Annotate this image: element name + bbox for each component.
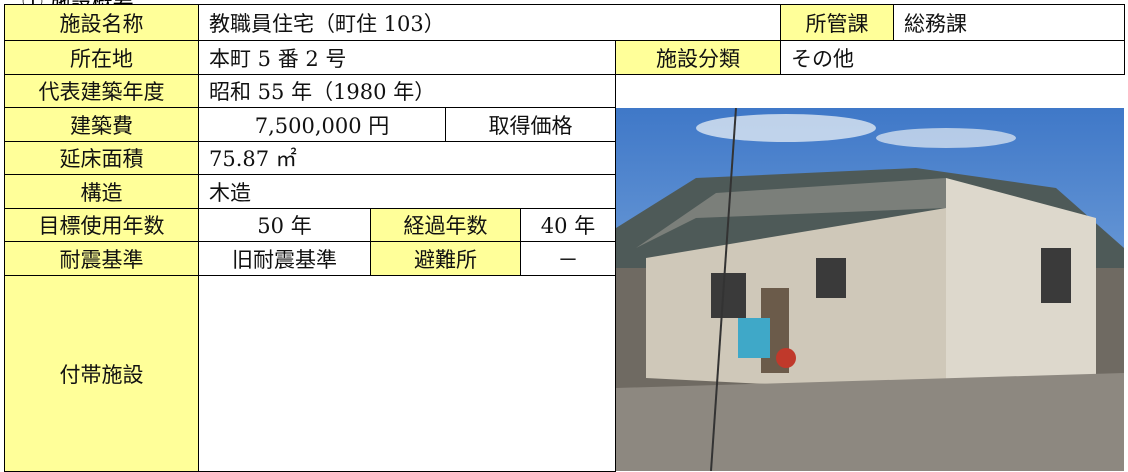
target-label: 目標使用年数 xyxy=(5,209,199,242)
shelter: － xyxy=(521,242,616,276)
area: 75.87 ㎡ xyxy=(199,142,616,175)
dept: 総務課 xyxy=(894,5,1125,41)
year-label: 代表建築年度 xyxy=(5,75,199,108)
shelter-label: 避難所 xyxy=(371,242,521,276)
structure-label: 構造 xyxy=(5,175,199,209)
category: その他 xyxy=(781,41,1125,75)
acq-label: 取得価格 xyxy=(446,108,616,142)
location-label: 所在地 xyxy=(5,41,199,75)
cost-label: 建築費 xyxy=(5,108,199,142)
name: 教職員住宅（町住 103） xyxy=(199,5,781,41)
empty-cell xyxy=(199,276,616,472)
location: 本町 5 番 2 号 xyxy=(199,41,616,75)
facility-photo xyxy=(616,108,1124,471)
elapsed: 40 年 xyxy=(521,209,616,242)
area-label: 延床面積 xyxy=(5,142,199,175)
cost: 7,500,000 円 xyxy=(199,108,446,142)
structure: 木造 xyxy=(199,175,616,209)
year: 昭和 55 年（1980 年） xyxy=(199,75,616,108)
name-label: 施設名称 xyxy=(5,5,199,41)
elapsed-label: 経過年数 xyxy=(371,209,521,242)
facility-table: 施設名称 教職員住宅（町住 103） 所管課 総務課所在地 本町 5 番 2 号施設分類… xyxy=(4,4,1125,472)
annex-label: 付帯施設 xyxy=(5,276,199,472)
category-label: 施設分類 xyxy=(616,41,781,75)
target: 50 年 xyxy=(199,209,371,242)
quake: 旧耐震基準 xyxy=(199,242,371,276)
dept-label: 所管課 xyxy=(781,5,894,41)
quake-label: 耐震基準 xyxy=(5,242,199,276)
